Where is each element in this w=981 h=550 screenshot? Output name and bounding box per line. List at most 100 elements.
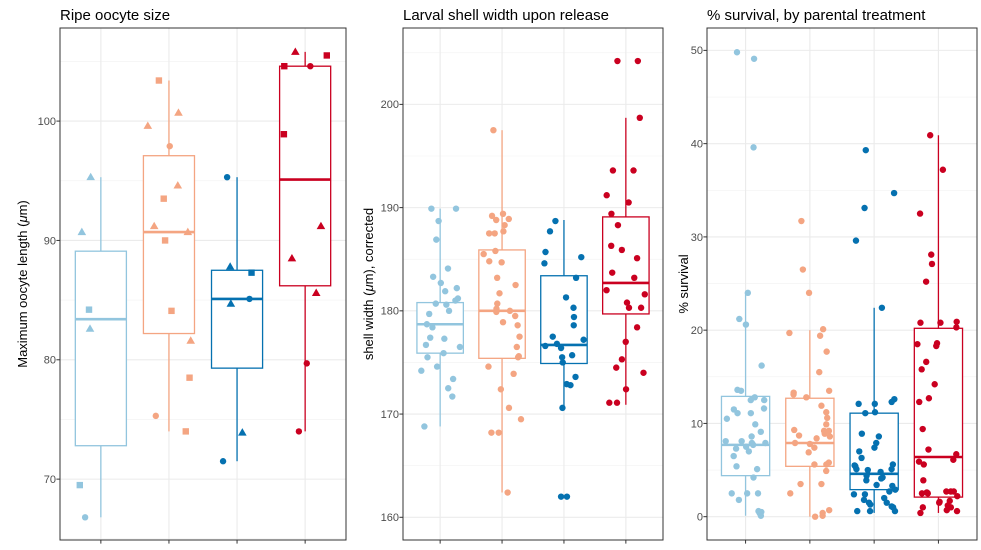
data-point [496,290,503,297]
data-point [811,461,818,468]
data-point [824,414,831,422]
data-point [432,300,439,307]
box-plot-group [913,132,964,517]
data-point [559,359,566,366]
data-point [155,77,163,84]
data-point [295,428,303,435]
data-point [452,297,459,304]
data-point [943,488,950,495]
data-point [421,423,428,430]
data-point [504,489,511,496]
data-point [816,368,823,376]
data-point [747,396,754,404]
data-point [514,322,521,329]
data-point [490,126,497,134]
data-point [238,428,247,436]
data-point [149,221,159,230]
data-point [917,509,924,517]
data-point [570,322,577,329]
data-point [493,274,501,282]
data-point [931,381,938,388]
y-tick-label: 170 [381,409,399,421]
data-point [917,319,924,326]
data-point [953,507,961,515]
data-point [636,114,643,122]
data-point [641,291,648,298]
y-tick-label: 30 [691,232,703,244]
data-point [861,204,868,212]
data-point [928,251,935,258]
data-point [174,108,183,116]
data-point [557,344,565,352]
data-point [567,381,574,389]
data-point [488,429,495,436]
data-point [440,349,447,357]
data-point [501,221,508,229]
data-point [753,465,761,473]
data-point [441,288,449,295]
data-point [742,321,750,328]
box-iqr [74,250,128,447]
panel-border [59,27,347,541]
data-point [423,321,431,328]
data-point [173,181,183,189]
data-point [549,333,556,340]
data-point [791,426,798,434]
data-point [743,490,751,497]
data-point [877,468,884,476]
data-point [486,258,493,265]
data-point [143,121,153,129]
data-point [953,324,960,331]
data-point [818,480,825,488]
chart-panel: 160 170 180 190 200 Larval shell width upon r… [361,7,664,544]
data-point [77,227,87,236]
data-point [429,324,436,331]
data-point [925,395,933,402]
data-point [915,458,923,465]
data-point [722,437,729,445]
data-point [603,192,610,199]
data-point [861,491,869,498]
data-point [609,269,616,276]
data-point [791,439,799,447]
chart-panel: 70 80 90 100 Ripe oocyte size Maximum oocyte … [15,7,347,544]
data-point [875,433,883,440]
data-point [422,341,430,349]
y-axis-title: % survival [676,254,691,313]
data-point [562,294,570,301]
data-point [823,421,830,428]
data-point [954,492,961,500]
data-point [428,205,435,212]
data-point [186,374,193,381]
data-point [736,315,743,323]
data-point [928,260,936,268]
data-point [923,358,930,366]
data-point [625,304,633,311]
data-point [437,279,445,287]
data-point [823,348,830,355]
data-point [892,486,899,493]
data-point [226,299,236,307]
data-point [950,488,958,495]
y-tick-label: 200 [381,99,399,111]
data-point [867,501,874,508]
box-iqr [210,269,264,369]
data-point [733,463,740,470]
data-point [246,295,253,303]
data-point [427,334,434,341]
data-point [742,443,750,450]
data-point [514,354,522,361]
box-plot-group [601,57,650,406]
data-point [630,167,637,174]
data-point [498,259,505,266]
data-point [933,342,940,350]
data-point [798,217,805,225]
data-point [505,215,512,223]
data-point [552,217,559,225]
data-point [493,308,500,316]
data-point [510,370,517,378]
y-tick-label: 10 [691,418,703,430]
data-point [950,456,957,463]
data-point [572,274,580,282]
data-point [492,247,499,255]
